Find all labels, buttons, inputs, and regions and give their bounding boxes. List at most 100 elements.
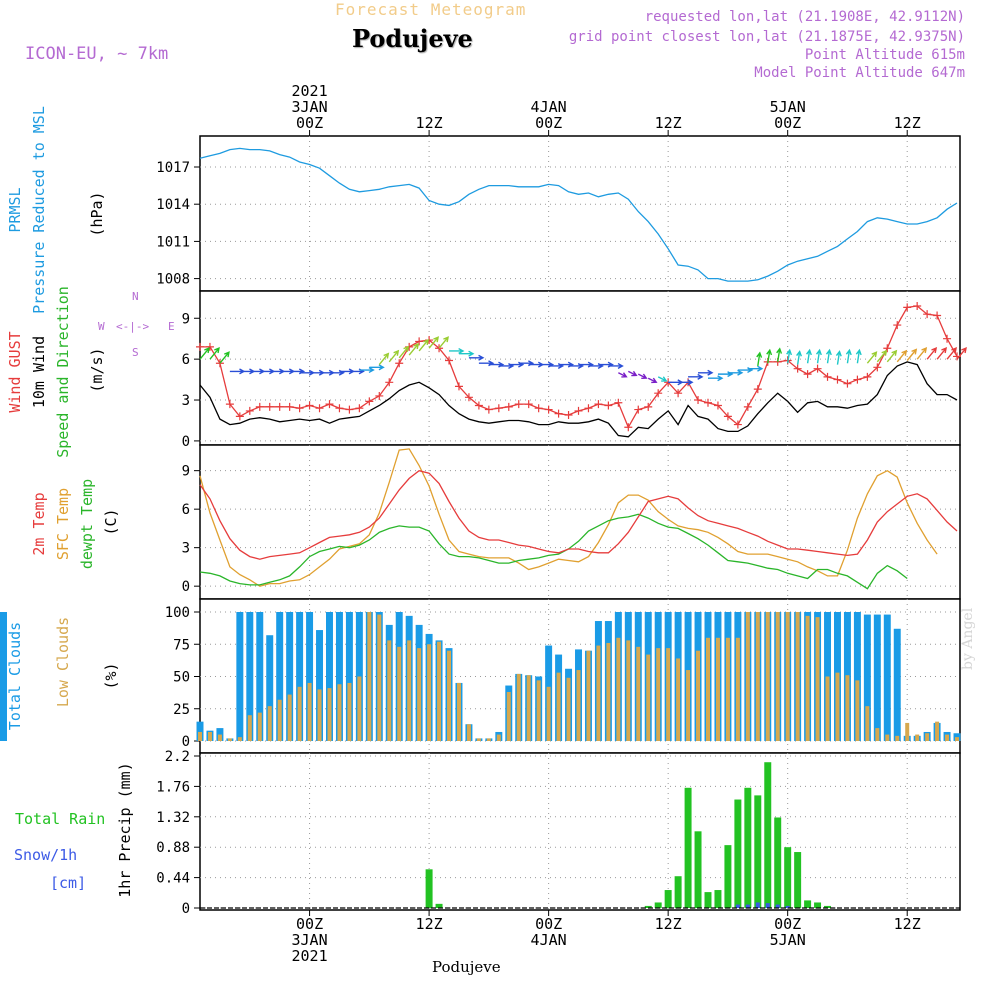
gust-marker xyxy=(355,404,364,413)
y-tick-label: 3 xyxy=(182,541,190,557)
gust-marker xyxy=(863,372,872,381)
top-time-label: 12Z xyxy=(894,114,921,132)
sfc-temp-line xyxy=(199,448,938,587)
wind-direction-arrow xyxy=(408,342,420,356)
y-tick-label: 100 xyxy=(165,605,190,621)
low-cloud-bar xyxy=(715,637,720,741)
wind-direction-arrow xyxy=(707,375,724,382)
low-cloud-bar xyxy=(407,640,412,741)
wind-direction-arrow xyxy=(835,350,842,365)
y-tick-label: 1008 xyxy=(156,272,190,288)
gust-marker xyxy=(584,404,593,413)
total-cloud-bar xyxy=(883,614,891,741)
gust-marker xyxy=(514,400,523,409)
low-cloud-bar xyxy=(825,676,830,741)
low-cloud-bar xyxy=(277,699,282,741)
total-clouds-label: Total Clouds xyxy=(6,622,24,730)
low-cloud-bar xyxy=(257,712,262,741)
gust-marker xyxy=(265,402,274,411)
bottom-time-label: 00Z xyxy=(774,915,801,933)
sfc-temp-label: SFC Temp xyxy=(54,488,72,560)
total-cloud-bar xyxy=(276,612,284,741)
wind-direction-arrow xyxy=(378,352,390,366)
gust-marker xyxy=(903,303,912,312)
gust-marker xyxy=(694,396,703,405)
wind-direction-arrow xyxy=(825,348,832,364)
gust-marker xyxy=(196,342,204,351)
y-tick-label: 1011 xyxy=(156,234,190,250)
gust-marker xyxy=(205,342,214,351)
gust-marker xyxy=(883,344,892,353)
rain-label: Total Rain xyxy=(15,810,105,828)
temp-unit: (C) xyxy=(102,508,120,535)
gust-marker xyxy=(933,311,942,320)
y-tick-label: 75 xyxy=(173,637,190,653)
total-cloud-bar xyxy=(306,612,314,741)
wind-direction-arrow xyxy=(926,347,938,360)
compass-e: E xyxy=(168,320,175,333)
gust-marker xyxy=(614,398,623,407)
wind-direction-arrow xyxy=(627,370,638,377)
bottom-time-label: 12Z xyxy=(416,915,443,933)
low-cloud-bar xyxy=(835,672,840,741)
rain-bar xyxy=(754,795,762,908)
low-cloud-bar xyxy=(935,721,940,741)
rain-bar xyxy=(435,903,443,908)
wind-direction-arrow xyxy=(219,351,230,364)
wind-direction-arrow xyxy=(956,347,967,360)
low-cloud-bar xyxy=(466,724,471,741)
top-time-label: 00Z xyxy=(774,114,801,132)
meteogram-title: Forecast Meteogram xyxy=(335,0,527,19)
gust-marker xyxy=(674,389,683,398)
low-cloud-bar xyxy=(945,734,950,741)
gust-marker xyxy=(335,404,344,413)
gust-marker xyxy=(743,402,752,411)
low-cloud-bar xyxy=(785,612,790,741)
low-cloud-bar xyxy=(915,734,920,741)
total-cloud-bar xyxy=(246,612,254,741)
y-tick-label: 1.32 xyxy=(156,810,190,826)
wind-direction-arrow xyxy=(855,348,862,364)
low-cloud-bar xyxy=(606,642,611,741)
requested-coordinates: requested lon,lat (21.1908E, 42.9112N) xyxy=(644,9,965,25)
low-cloud-bar xyxy=(317,689,322,741)
low-cloud-bar xyxy=(676,658,681,741)
total-cloud-bar xyxy=(326,612,333,741)
gust-label: Wind GUST xyxy=(6,331,24,412)
gust-marker xyxy=(345,405,354,414)
wind-direction-arrow xyxy=(209,347,220,360)
precip-panel xyxy=(199,752,961,911)
gust-marker xyxy=(923,310,932,319)
wind-direction-arrow xyxy=(776,347,783,362)
low-cloud-bar xyxy=(287,694,292,741)
wind-direction-arrow xyxy=(796,350,803,365)
gust-marker xyxy=(813,364,822,373)
wind-direction-arrow xyxy=(698,369,714,376)
temp-label: 2m Temp xyxy=(30,492,48,555)
model-point-altitude: Model Point Altitude 647m xyxy=(754,65,965,81)
wind-direction-arrow xyxy=(747,365,764,372)
bottom-time-label: 00Z xyxy=(296,915,323,933)
snow-bar xyxy=(775,904,780,908)
total-cloud-bar xyxy=(256,612,264,741)
total-cloud-bar xyxy=(296,612,304,741)
wind-direction-arrow xyxy=(886,349,898,363)
wind-direction-arrow xyxy=(727,369,744,376)
gust-marker xyxy=(893,321,902,330)
gust-marker xyxy=(853,375,862,384)
gust-marker xyxy=(484,405,493,414)
rain-bar xyxy=(784,847,792,908)
y-tick-label: 0.88 xyxy=(156,840,190,856)
low-cloud-bar xyxy=(855,680,860,741)
wind-direction-arrow xyxy=(756,351,763,367)
gust-marker xyxy=(325,400,334,409)
gust-marker xyxy=(435,344,444,353)
wind-direction-arrow xyxy=(806,348,812,364)
wind-direction-arrow xyxy=(688,373,704,380)
low-cloud-bar xyxy=(198,731,202,741)
wind-direction-arrow xyxy=(369,364,385,371)
rain-bar xyxy=(794,852,802,908)
gust-marker xyxy=(375,391,384,400)
wind-direction-arrow xyxy=(766,348,773,364)
top-time-label: 2021 xyxy=(292,82,328,100)
